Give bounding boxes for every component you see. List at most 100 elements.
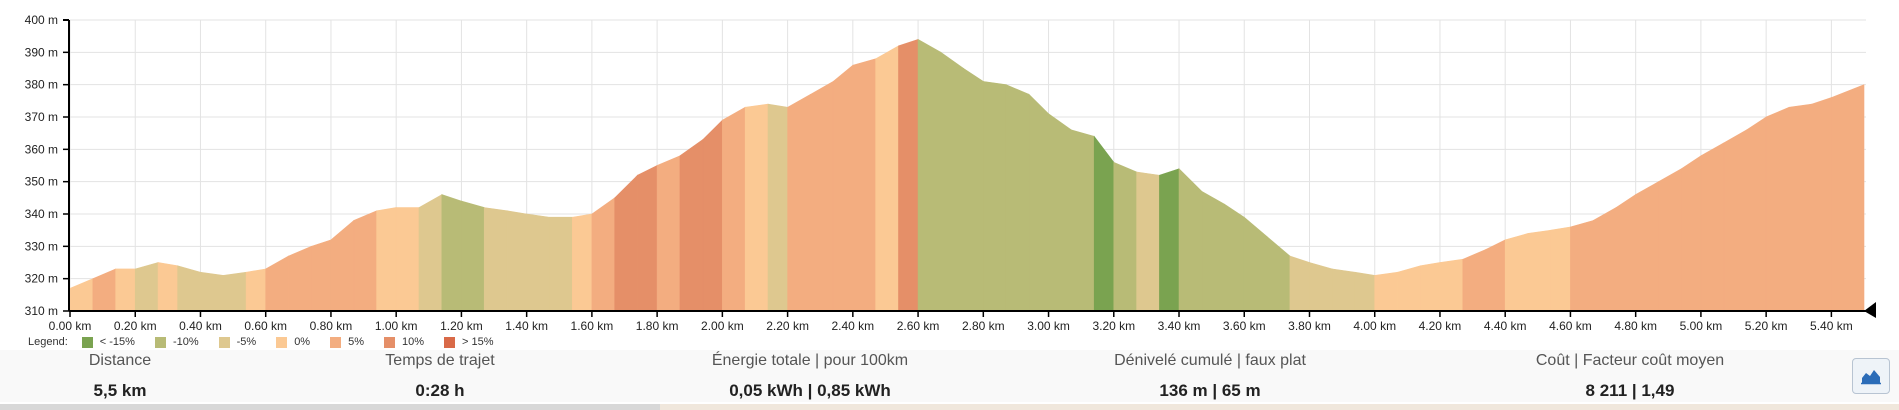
legend-swatch	[81, 336, 93, 348]
elevation-segment	[852, 58, 876, 312]
stat-label: Dénivelé cumulé | faux plat	[1114, 352, 1306, 369]
elevation-segment	[418, 194, 443, 312]
elevation-segment	[1243, 216, 1268, 312]
elevation-segment	[177, 265, 201, 312]
x-tick-label: 1.20 km	[440, 319, 483, 333]
x-tick-label: 2.80 km	[962, 319, 1005, 333]
y-tick-label: 310 m	[25, 304, 58, 318]
elevation-segment	[1592, 207, 1617, 312]
elevation-segment	[679, 139, 704, 312]
elevation-segment	[1178, 168, 1203, 312]
x-tick-label: 1.00 km	[375, 319, 418, 333]
legend-title: Legend:	[28, 336, 68, 348]
stat-label: Distance	[88, 352, 152, 369]
elevation-segment	[1811, 97, 1832, 312]
stat-elevation-gain: Dénivelé cumulé | faux plat 136 m | 65 m	[1050, 350, 1370, 402]
elevation-segment	[898, 38, 919, 312]
legend-swatch	[330, 336, 342, 348]
elevation-segment	[1504, 233, 1529, 312]
y-tick-label: 340 m	[25, 207, 58, 221]
x-tick-label: 1.80 km	[636, 319, 679, 333]
elevation-segment	[549, 216, 573, 312]
elevation-segment	[1746, 116, 1767, 312]
legend-item: 5%	[330, 336, 364, 348]
legend-item: 10%	[384, 336, 424, 348]
x-tick-label: 4.00 km	[1353, 319, 1396, 333]
x-tick-label: 5.20 km	[1745, 319, 1788, 333]
elevation-segment	[614, 174, 638, 312]
legend-item: -10%	[154, 336, 199, 348]
elevation-segment	[963, 67, 984, 312]
x-tick-label: 1.60 km	[571, 319, 614, 333]
elevation-segment	[1658, 168, 1682, 312]
y-tick-label: 380 m	[25, 78, 58, 92]
x-tick-label: 4.80 km	[1614, 319, 1657, 333]
elevation-segment	[1831, 84, 1865, 312]
x-tick-label: 0.80 km	[310, 319, 353, 333]
stat-value: 0,05 kWh | 0,85 kWh	[729, 381, 891, 400]
legend-label: 0%	[294, 336, 311, 348]
elevation-segment	[395, 207, 420, 312]
legend-label: > 15%	[462, 336, 494, 348]
x-tick-label: 5.40 km	[1810, 319, 1853, 333]
elevation-segment	[441, 194, 462, 312]
toggle-profile-button[interactable]	[1852, 358, 1890, 394]
y-tick-label: 390 m	[25, 45, 58, 59]
elevation-segment	[1397, 265, 1421, 312]
elevation-segment	[1635, 181, 1659, 312]
elevation-segment	[134, 262, 159, 312]
elevation-segment	[376, 207, 397, 312]
x-tick-label: 1.40 km	[505, 319, 548, 333]
y-tick-label: 350 m	[25, 175, 58, 189]
elevation-segment	[506, 210, 527, 312]
elevation-segment	[1309, 262, 1333, 312]
stat-value: 8 211 | 1,49	[1585, 381, 1675, 400]
elevation-segment	[832, 64, 854, 312]
y-tick-label: 400 m	[25, 13, 58, 27]
elevation-segment	[461, 200, 485, 312]
x-tick-label: 2.20 km	[766, 319, 809, 333]
elevation-segment	[1266, 235, 1291, 312]
elevation-segment	[917, 38, 942, 312]
legend-item: < -15%	[81, 336, 135, 348]
elevation-segment	[1723, 129, 1747, 312]
stat-distance: Distance 5,5 km	[30, 350, 210, 402]
x-tick-label: 3.80 km	[1288, 319, 1331, 333]
elevation-segment	[1201, 190, 1225, 312]
elevation-segment	[353, 210, 377, 312]
elevation-segment	[1028, 93, 1049, 312]
y-tick-label: 370 m	[25, 110, 58, 124]
legend-item: > 15%	[444, 336, 494, 348]
elevation-segment	[1048, 113, 1072, 312]
elevation-segment	[92, 268, 116, 312]
area-chart-icon	[1861, 370, 1881, 385]
x-tick-label: 4.60 km	[1549, 319, 1592, 333]
position-marker-icon[interactable]	[1864, 302, 1876, 318]
elevation-segment	[1005, 84, 1030, 312]
legend-swatch	[384, 336, 395, 348]
legend-item: 0%	[276, 336, 310, 348]
legend-label: 10%	[402, 336, 425, 348]
y-tick-label: 330 m	[25, 239, 58, 253]
x-tick-label: 0.00 km	[49, 319, 92, 333]
elevation-profile-chart[interactable]: 310 m 320 m 330 m 340 m 350 m 360 m 370 m 380 m…	[0, 0, 1899, 345]
x-tick-labels: 0.00 km 0.20 km 0.40 km 0.60 km 0.80 km 1.00 …	[49, 311, 1853, 333]
elevation-segment	[940, 51, 965, 312]
elevation-segment	[288, 245, 312, 312]
elevation-segment	[1420, 262, 1441, 312]
elevation-segment	[983, 81, 1007, 312]
y-tick-label: 320 m	[25, 272, 58, 286]
stat-value: 5,5 km	[93, 381, 147, 400]
elevation-segment	[1615, 194, 1636, 312]
elevation-segment	[69, 278, 94, 312]
elevation-segment	[483, 207, 508, 312]
x-tick-label: 0.40 km	[179, 319, 222, 333]
elevation-segment	[1113, 161, 1137, 312]
stat-total-energy: Énergie totale | pour 100km 0,05 kWh | 0…	[650, 350, 970, 402]
x-tick-label: 3.00 km	[1027, 319, 1070, 333]
elevation-segment	[1527, 229, 1552, 312]
elevation-segment	[1071, 129, 1095, 312]
elevation-segment	[526, 213, 550, 312]
x-tick-label: 4.40 km	[1484, 319, 1527, 333]
elevation-segment	[1788, 103, 1813, 312]
